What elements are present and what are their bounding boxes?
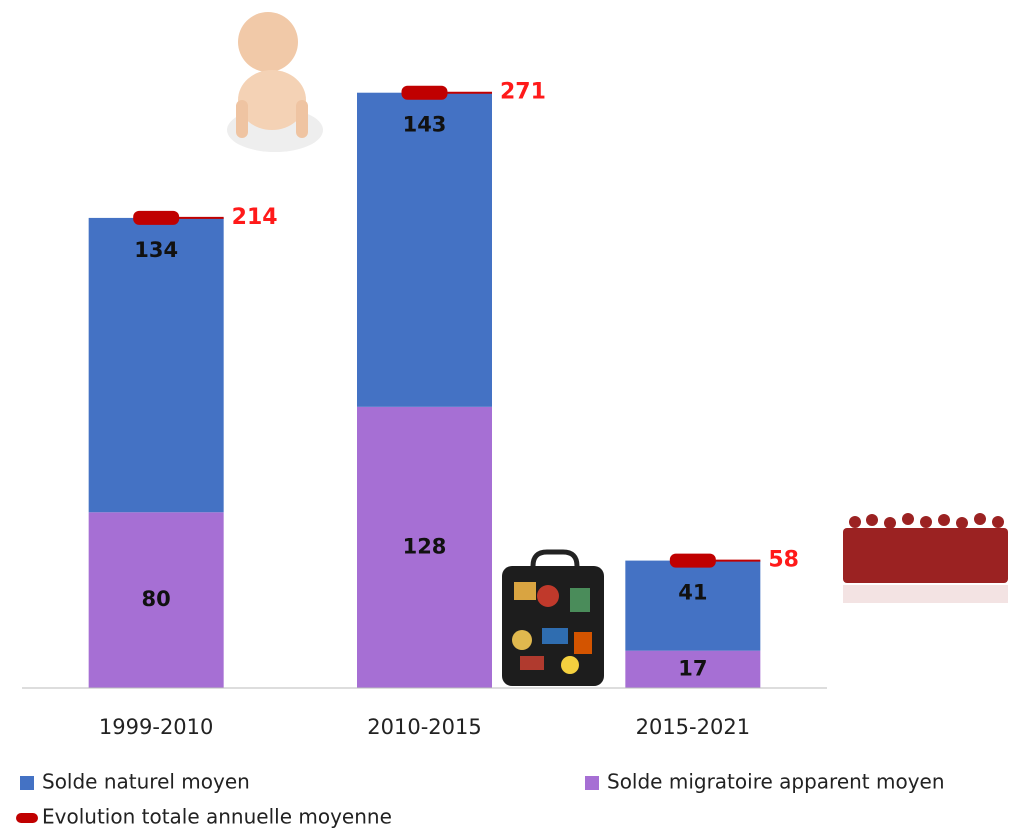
data-label: 41 [678, 581, 707, 605]
total-marker [669, 553, 716, 568]
bar-segment [357, 92, 492, 407]
x-tick-label: 2010-2015 [367, 715, 481, 739]
crowd-image [843, 513, 1008, 583]
legend-label: Solde naturel moyen [42, 770, 250, 794]
total-marker [401, 85, 448, 100]
crowd-reflection [843, 585, 1008, 603]
data-label: 143 [403, 113, 447, 137]
x-tick-label: 1999-2010 [99, 715, 213, 739]
legend-swatch [585, 776, 599, 790]
bar-segment [625, 650, 761, 688]
suitcase-image [502, 549, 604, 686]
total-label: 271 [500, 80, 546, 105]
data-label: 134 [134, 238, 178, 262]
bar-segment [88, 512, 224, 688]
bar-segment [88, 217, 224, 513]
data-label: 128 [403, 534, 447, 558]
total-marker [133, 210, 180, 225]
data-label: 17 [678, 656, 707, 680]
data-label: 80 [142, 587, 171, 611]
legend-swatch [16, 813, 38, 823]
bar-segment [625, 560, 761, 651]
total-label: 58 [768, 548, 799, 573]
legend-label: Solde migratoire apparent moyen [607, 770, 945, 794]
legend-label: Evolution totale annuelle moyenne [42, 805, 392, 829]
total-label: 214 [232, 205, 278, 230]
baby-image [227, 12, 323, 152]
legend-swatch [20, 776, 34, 790]
bar-segment [357, 406, 492, 688]
x-tick-label: 2015-2021 [636, 715, 750, 739]
